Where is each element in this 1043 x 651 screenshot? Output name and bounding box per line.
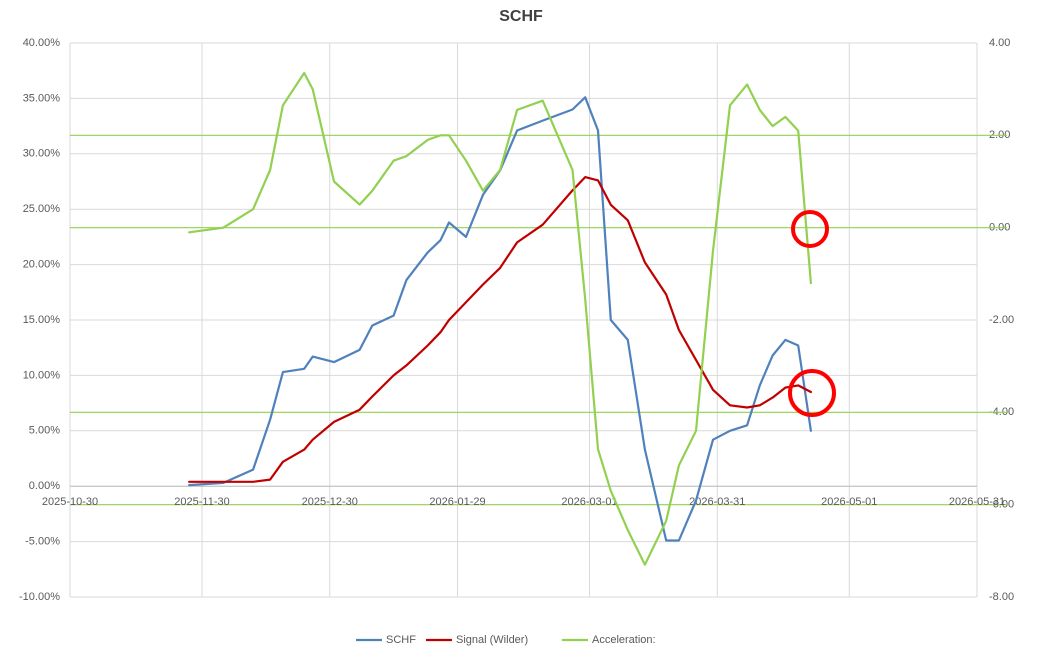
series-line [188,96,812,542]
y2-tick-label: 4.00 [989,37,1010,49]
x-tick-label: 2025-10-30 [42,496,98,508]
x-tick-label: 2026-03-31 [689,496,745,508]
chart-title: SCHF [499,8,543,25]
plot: -10.00% -5.00% 0.00% 5.00% 10.00% 15.00% 20.00… [19,37,1014,646]
y-tick-label: 15.00% [23,314,61,326]
series-line [188,176,812,483]
y-tick-label: 40.00% [23,37,61,49]
legend-label: SCHF [386,634,416,646]
series-line [188,71,812,566]
y2-tick-label: -8.00 [989,591,1014,603]
x-tick-label: 2026-03-01 [561,496,617,508]
x-tick-label: 2025-11-30 [174,496,229,508]
y-tick-label: 0.00% [29,480,60,492]
y-tick-label: 35.00% [23,92,61,104]
y-tick-label: 30.00% [23,148,61,160]
x-tick-label: 2025-12-30 [302,496,358,508]
y-tick-label: 25.00% [23,203,61,215]
annotation-circle [788,369,836,417]
x-tick-label: 2026-05-31 [949,496,1005,508]
y-tick-label: 5.00% [29,425,60,437]
y2-tick-label: -2.00 [989,314,1014,326]
y-tick-label: -10.00% [19,591,60,603]
y-tick-label: -5.00% [25,536,60,548]
legend-label: Signal (Wilder) [456,634,528,646]
x-tick-label: 2026-01-29 [429,496,485,508]
legend-label: Acceleration: [592,634,656,646]
y-tick-label: 10.00% [23,369,61,381]
y-tick-label: 20.00% [23,259,61,271]
x-tick-label: 2026-05-01 [821,496,877,508]
annotation-circle [791,210,829,248]
